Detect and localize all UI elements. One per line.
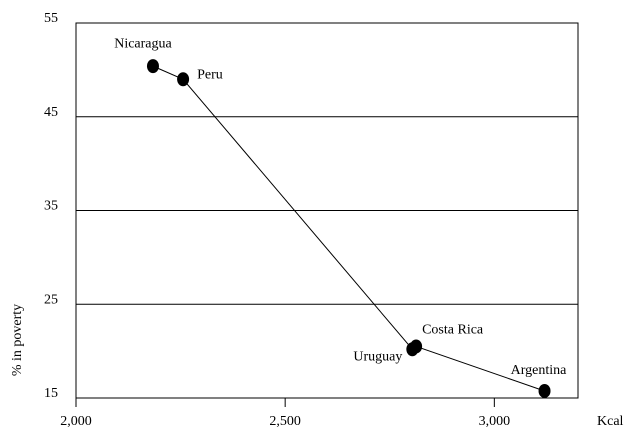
point-label: Nicaragua [114,36,172,51]
x-tick-label: 2,000 [60,414,92,429]
point-label: Peru [197,67,223,82]
connecting-line [152,65,545,392]
x-tick-label: 2,500 [269,414,301,429]
x-axis-label: Kcal [597,414,624,429]
point [410,339,423,354]
point-label: Costa Rica [422,323,484,338]
y-tick-label: 15 [44,386,58,401]
y-tick-label: 45 [44,105,58,120]
point [538,383,551,398]
y-tick-label: 55 [44,11,58,26]
point [146,59,159,74]
point [177,72,190,87]
x-tick-label: 3,000 [479,414,511,429]
y-tick-label: 25 [44,292,58,307]
point-label: Argentina [511,363,568,378]
y-tick-label: 35 [44,199,58,214]
point-label: Uruguay [353,349,402,364]
y-axis-label: % in poverty [10,304,25,376]
